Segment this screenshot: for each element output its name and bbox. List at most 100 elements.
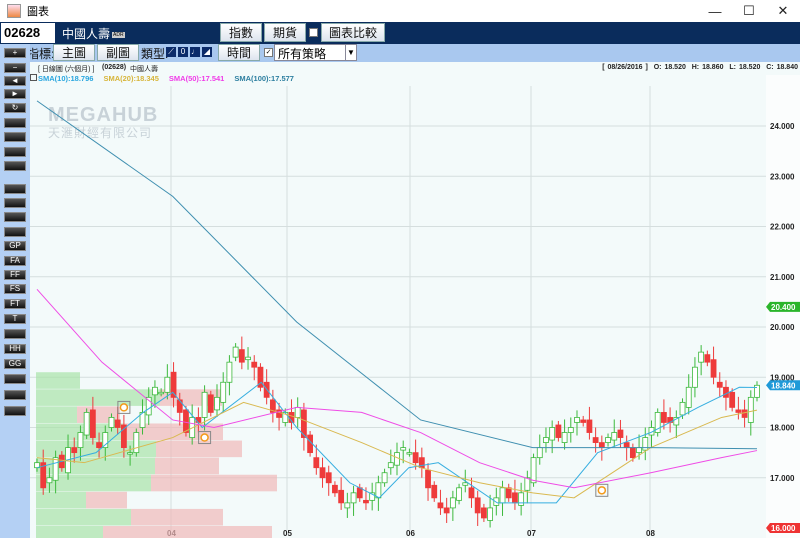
ellipse-tool-button[interactable] [4,184,26,194]
ff-tool-button[interactable]: FF [4,270,26,280]
main-chart-button[interactable]: 主圖 [53,44,95,61]
line-tool-button[interactable] [4,212,26,222]
bar-icon[interactable]: ♩ [190,47,200,57]
ohlc-type-button[interactable]: 0 [178,47,188,57]
stock-code-input[interactable]: 02628 [1,23,55,43]
volume-profile-buy [36,372,80,389]
candle-body [77,432,84,448]
ft-tool-button[interactable]: FT [4,299,26,309]
vertical-line-tool-button[interactable] [4,390,26,400]
edit-icon[interactable] [30,74,37,81]
fa-tool-button[interactable]: FA [4,256,26,266]
sub-chart-button[interactable]: 副圖 [97,44,139,61]
candle-body [716,381,723,388]
candle-body [381,472,388,484]
price-badge-label: 20.400 [771,303,796,312]
candle-body [462,482,469,486]
candle-body [183,409,189,433]
left-tool-button[interactable]: ◄ [4,76,26,86]
price-badge [766,523,800,533]
rectangle-tool-button[interactable] [4,198,26,208]
strategy-select[interactable]: 所有策略 [274,44,346,61]
zoom-in-tool-button[interactable] [4,118,26,128]
candle-body [313,457,320,469]
candle-body [145,396,152,416]
volume-profile-buy [36,389,160,406]
fs-tool-button[interactable]: FS [4,284,26,294]
area-icon[interactable]: ◢ [202,47,212,57]
candle-body [325,472,332,484]
y-tick-label: 18.000 [770,424,795,433]
volume-profile-buy [36,491,86,509]
volume-profile-sell [131,508,223,526]
candle-body [220,381,227,403]
candle-body [214,396,220,411]
candle-body [549,427,556,441]
time-button[interactable]: 時間 [218,44,260,61]
candle-body [238,349,245,363]
volume-profile-buy [36,406,77,423]
candle-body [344,502,351,509]
minus-tool-button[interactable]: − [4,63,26,73]
plus-tool-button[interactable]: + [4,48,26,58]
candle-body [207,394,214,413]
futures-button[interactable]: 期貨 [264,23,306,42]
toolbar [0,44,800,62]
price-badge [766,301,800,312]
compare-checkbox[interactable] [309,28,318,37]
channel-tool-button[interactable] [4,329,26,339]
signal-sun-icon [597,486,607,495]
candle-body [102,432,109,448]
right-tool-button[interactable]: ► [4,89,26,99]
candle-body [152,386,158,396]
y-tick-label: 24.000 [770,122,795,131]
signal-box [117,400,131,414]
fibonacci-tool-button[interactable] [4,227,26,237]
watermark-company: 天滙財經有限公司 [48,126,153,140]
strategy-checkbox[interactable]: ✓ [264,48,273,57]
text-tool-button[interactable] [4,406,26,416]
chevron-down-icon[interactable]: ▼ [345,44,357,61]
low-readout: L: 18.520 [729,64,761,71]
candle-body [673,417,680,426]
print-tool-button[interactable] [4,161,26,171]
volume-profile-sell [86,491,127,509]
candle-body [456,487,462,501]
zoom-out-tool-button[interactable] [4,132,26,142]
x-tick-label: 07 [527,529,536,538]
hh-tool-button[interactable]: HH [4,344,26,354]
gp-tool-button[interactable]: GP [4,241,26,251]
price-badge-label: 16.000 [771,524,796,533]
minimize-button[interactable]: — [708,3,722,19]
candle-body [431,484,438,499]
x-tick-label: 06 [406,529,415,538]
gg-tool-button[interactable]: GG [4,359,26,369]
chart-compare-button[interactable]: 圖表比較 [321,23,385,42]
maximize-button[interactable]: ☐ [743,3,755,18]
high-readout: H: 18.860 [691,64,724,71]
save-tool-button[interactable] [4,147,26,157]
candle-body [642,437,649,451]
close-button[interactable]: ✕ [777,3,789,18]
candle-body [654,412,661,433]
candle-body [499,487,506,504]
candle-body [443,507,450,514]
index-button[interactable]: 指數 [220,23,262,42]
volume-profile-buy [36,525,103,538]
volume-profile-sell [156,440,242,458]
candle-body [52,457,59,481]
candle-body [400,447,407,451]
candle-body [319,467,326,479]
stock-name: 中國人壽 ADR [62,25,125,42]
line-chart-icon[interactable]: ⟋ [166,47,176,57]
refresh-tool-button[interactable]: ↻ [4,103,26,113]
chart-code: (02628) [102,64,127,71]
candle-body [170,371,177,398]
candle-body [660,412,667,423]
window-title: 圖表 [27,6,49,18]
t-tool-button[interactable]: T [4,314,26,324]
horizontal-line-tool-button[interactable] [4,374,26,384]
candle-body [96,442,102,449]
signal-sun-icon [200,433,209,442]
